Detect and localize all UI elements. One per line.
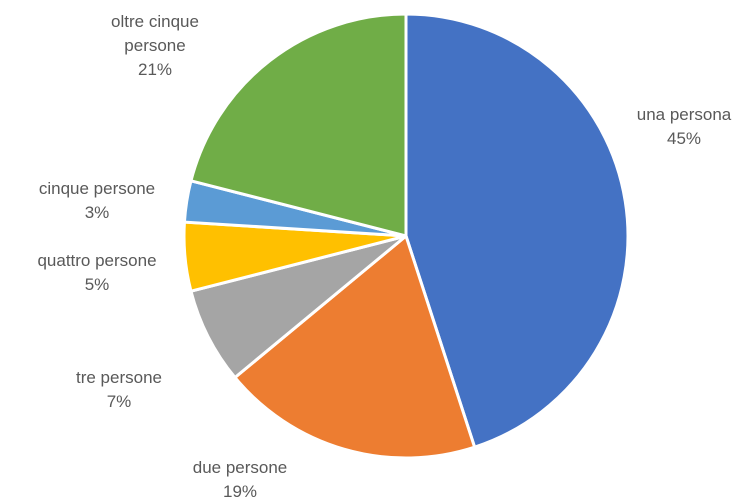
slice-label-tre-persone: tre persone 7% <box>76 368 162 411</box>
pie-slice-una-persona <box>404 12 630 450</box>
slice-label-line: 3% <box>85 203 110 222</box>
slice-label-line: 45% <box>667 129 701 148</box>
slice-label-quattro-persone: quattro persone 5% <box>37 251 156 294</box>
slice-label-line: oltre cinque <box>111 12 199 31</box>
slice-label-una-persona: una persona 45% <box>637 105 732 148</box>
slice-label-line: cinque persone <box>39 179 155 198</box>
slice-label-line: 21% <box>138 60 172 79</box>
slices-layer <box>182 12 630 460</box>
slice-label-line: quattro persone <box>37 251 156 270</box>
slice-label-oltre-cinque-persone: oltre cinque persone 21% <box>111 12 199 79</box>
slice-label-line: 19% <box>223 482 257 501</box>
slice-label-line: 5% <box>85 275 110 294</box>
slice-label-line: una persona <box>637 105 732 124</box>
pie-slice-due-persone <box>232 233 477 460</box>
slice-label-due-persone: due persone 19% <box>193 458 288 501</box>
slice-label-line: due persone <box>193 458 288 477</box>
slice-label-line: 7% <box>107 392 132 411</box>
slice-label-line: persone <box>124 36 185 55</box>
slice-label-cinque-persone: cinque persone 3% <box>39 179 155 222</box>
labels-layer: una persona 45% due persone 19% tre persone 7… <box>37 12 731 501</box>
slice-label-line: tre persone <box>76 368 162 387</box>
pie-slice-oltre-cinque-persone <box>189 12 408 238</box>
